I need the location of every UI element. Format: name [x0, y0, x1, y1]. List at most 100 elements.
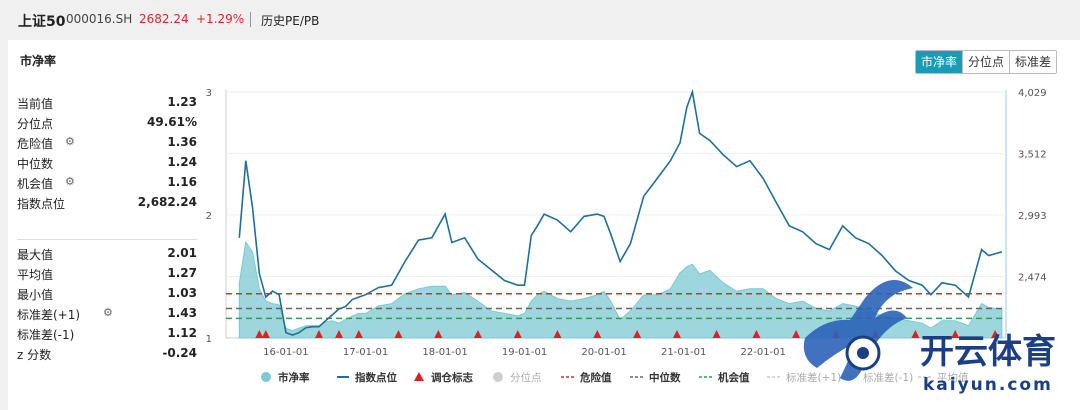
stat-label: 机会值: [17, 177, 54, 191]
stat-value: -0.24: [162, 346, 197, 360]
tab-percentile[interactable]: 分位点: [962, 51, 1010, 73]
panel-title: 市净率: [20, 54, 57, 68]
stat-value: 49.61%: [147, 115, 197, 129]
stat-label: 标准差(-1): [17, 328, 75, 342]
stat-label: 当前值: [17, 97, 54, 111]
rebalance-marker: [672, 330, 681, 338]
stat-row: 危险值 ⚙ 1.36: [17, 132, 197, 152]
history-pe-pb-link[interactable]: 历史PE/PB: [261, 14, 320, 28]
stat-row: 分位点 49.61%: [17, 112, 197, 132]
rebalance-marker: [314, 330, 323, 338]
rebalance-marker: [712, 330, 721, 338]
kaiyun-watermark-logo: 开云体育 kaiyun.com: [803, 280, 1056, 395]
metric-tabs: 市净率 分位点 标准差: [915, 50, 1058, 74]
legend-label: 标准差(-1): [863, 371, 913, 384]
stat-label: 指数点位: [17, 197, 66, 211]
legend-label: 标准差(+1): [786, 371, 841, 384]
stat-value: 1.43: [167, 306, 197, 320]
index-code: 000016.SH: [66, 12, 133, 26]
stat-label: z 分数: [17, 348, 52, 362]
stat-label: 最小值: [17, 288, 54, 302]
stat-row: 机会值 ⚙ 1.16: [17, 172, 197, 192]
watermark-text: 开云体育: [920, 332, 1056, 372]
x-tick-label: 21-01-01: [661, 347, 706, 358]
stat-row: 中位数 1.24: [17, 152, 197, 172]
rebalance-marker: [752, 330, 761, 338]
stat-row: z 分数 -0.24: [17, 343, 197, 363]
stat-label: 危险值: [17, 137, 54, 151]
settings-gear-icon[interactable]: ⚙: [103, 306, 113, 319]
stat-row: 指数点位 2,682.24: [17, 192, 197, 212]
chart-panel: 市净率 市净率 分位点 标准差 当前值 1.23 分位点 49.61% 危险值 ⚙ 1.36…: [8, 40, 1080, 410]
stat-row: 最小值 1.03: [17, 283, 197, 303]
rebalance-marker: [911, 330, 920, 338]
stat-row: 标准差(-1) 1.12: [17, 323, 197, 343]
header-divider: [250, 12, 251, 27]
rebalance-marker: [792, 330, 801, 338]
x-tick-label: 19-01-01: [502, 347, 547, 358]
legend-symbol: [493, 372, 503, 382]
stat-label: 分位点: [17, 117, 54, 131]
settings-gear-icon[interactable]: ⚙: [65, 175, 75, 188]
y-right-tick-label: 3,512: [1018, 149, 1047, 160]
y-right-tick-label: 2,993: [1018, 211, 1047, 222]
rebalance-marker: [593, 330, 602, 338]
stat-value: 2.01: [167, 246, 197, 260]
legend-label: 市净率: [278, 371, 310, 384]
x-tick-label: 18-01-01: [422, 347, 467, 358]
pb-chart: 1 2 3 2,474 2,993 3,512 4,029 16-01-01 17-01-01 1…: [206, 88, 1047, 384]
rebalance-marker: [255, 330, 264, 338]
rebalance-marker: [951, 330, 960, 338]
header: 上证50 000016.SH 2682.24 +1.29% 历史PE/PB: [0, 0, 1080, 40]
tab-std-dev[interactable]: 标准差: [1009, 51, 1057, 73]
legend-label: 机会值: [718, 371, 750, 384]
legend-symbol: [414, 372, 424, 381]
x-tick-label: 20-01-01: [581, 347, 626, 358]
stat-value: 1.12: [167, 326, 197, 340]
stat-value: 1.03: [167, 286, 197, 300]
rebalance-marker: [633, 330, 642, 338]
index-price: 2682.24: [139, 12, 189, 26]
tab-pb[interactable]: 市净率: [916, 51, 963, 73]
rebalance-marker: [991, 330, 1000, 338]
rebalance-marker: [434, 330, 443, 338]
y-right-tick-label: 4,029: [1018, 88, 1047, 99]
x-tick-label: 22-01-01: [741, 347, 786, 358]
legend-symbol: [261, 372, 271, 382]
legend-label: 中位数: [649, 371, 681, 384]
stat-value: 1.23: [167, 95, 197, 109]
index-change: +1.29%: [196, 12, 245, 26]
watermark-sub: kaiyun.com: [923, 375, 1053, 395]
stat-row: 标准差(+1) ⚙ 1.43: [17, 303, 197, 323]
y-right-tick-label: 2,474: [1018, 272, 1047, 283]
index-name: 上证50: [18, 14, 66, 30]
x-tick-label: 17-01-01: [343, 347, 388, 358]
stat-value: 1.36: [167, 135, 197, 149]
legend-label: 分位点: [510, 371, 542, 384]
rebalance-marker: [473, 330, 482, 338]
rebalance-marker: [553, 330, 562, 338]
y-left-tick-label: 3: [206, 88, 212, 99]
stat-label: 最大值: [17, 248, 54, 262]
y-left-tick-label: 2: [206, 211, 212, 222]
stat-row: 当前值 1.23: [17, 92, 197, 112]
settings-gear-icon[interactable]: ⚙: [65, 135, 75, 148]
stat-value: 1.24: [167, 155, 197, 169]
stat-row: 平均值 1.27: [17, 263, 197, 283]
legend-label: 危险值: [579, 371, 612, 384]
stat-label: 中位数: [17, 157, 54, 171]
stats-summary: 最大值 2.01 平均值 1.27 最小值 1.03 标准差(+1) ⚙ 1.43 标准差(-1)…: [17, 243, 197, 363]
rebalance-marker: [261, 330, 270, 338]
rebalance-marker: [335, 330, 344, 338]
legend-label: 指数点位: [355, 371, 397, 384]
rebalance-marker: [513, 330, 522, 338]
stat-value: 1.27: [167, 266, 197, 280]
stat-label: 标准差(+1): [17, 308, 81, 322]
stats-divider: [17, 239, 197, 240]
x-tick-label: 16-01-01: [263, 347, 308, 358]
stats-current: 当前值 1.23 分位点 49.61% 危险值 ⚙ 1.36 中位数 1.24 机会值 ⚙ 1.16 指…: [17, 92, 197, 212]
index-line-series: [238, 88, 1003, 336]
y-left-tick-label: 1: [206, 334, 212, 345]
rebalance-marker: [354, 330, 363, 338]
stat-label: 平均值: [17, 268, 54, 282]
